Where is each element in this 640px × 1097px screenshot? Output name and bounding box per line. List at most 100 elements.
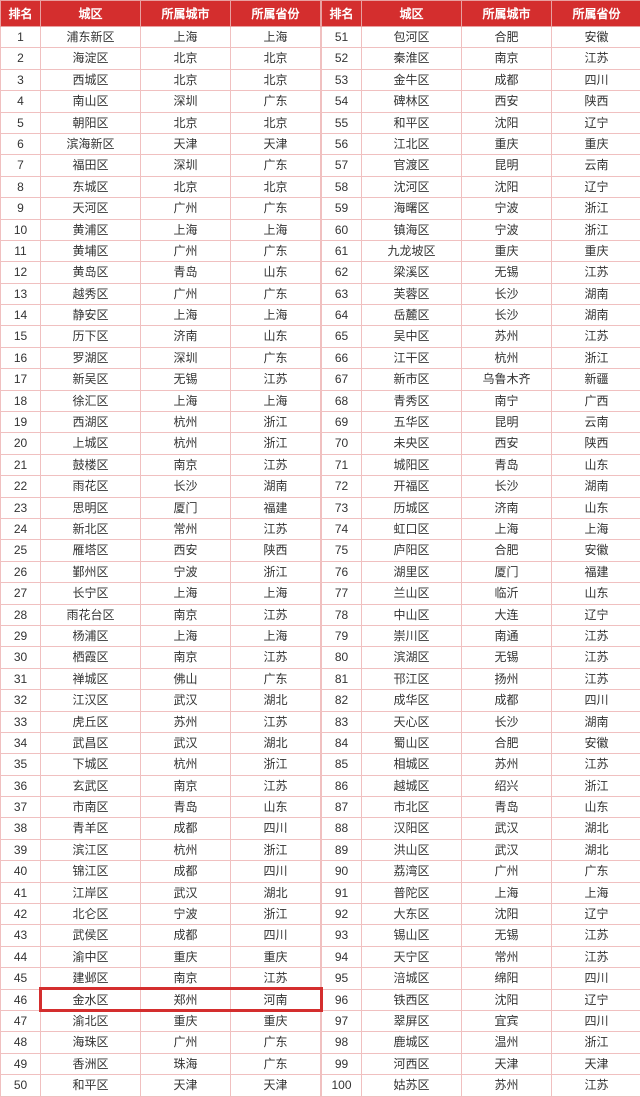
cell-rank: 100: [322, 1075, 362, 1096]
cell-rank: 27: [1, 583, 41, 604]
cell-rank: 87: [322, 797, 362, 818]
cell-district: 雨花台区: [41, 604, 141, 625]
cell-rank: 10: [1, 219, 41, 240]
cell-district: 涪城区: [362, 968, 462, 989]
table-row: 78中山区大连辽宁: [322, 604, 640, 625]
right-body: 51包河区合肥安徽52秦淮区南京江苏53金牛区成都四川54碑林区西安陕西55和平…: [322, 27, 640, 1097]
cell-province: 安徽: [552, 27, 640, 48]
cell-city: 无锡: [141, 369, 231, 390]
cell-city: 南京: [141, 604, 231, 625]
cell-city: 西安: [462, 433, 552, 454]
table-row: 48海珠区广州广东: [1, 1032, 321, 1053]
cell-province: 江苏: [552, 925, 640, 946]
cell-rank: 85: [322, 754, 362, 775]
cell-rank: 8: [1, 176, 41, 197]
table-row: 37市南区青岛山东: [1, 797, 321, 818]
cell-city: 长沙: [462, 476, 552, 497]
cell-district: 五华区: [362, 412, 462, 433]
header-city: 所属城市: [141, 1, 231, 27]
cell-city: 佛山: [141, 668, 231, 689]
cell-district: 市南区: [41, 797, 141, 818]
cell-city: 临沂: [462, 583, 552, 604]
cell-district: 成华区: [362, 690, 462, 711]
cell-district: 沈河区: [362, 176, 462, 197]
cell-district: 邗江区: [362, 668, 462, 689]
table-row: 75庐阳区合肥安徽: [322, 540, 640, 561]
cell-district: 渝中区: [41, 946, 141, 967]
cell-district: 金牛区: [362, 69, 462, 90]
cell-rank: 95: [322, 968, 362, 989]
cell-province: 江苏: [552, 1075, 640, 1096]
table-row: 71城阳区青岛山东: [322, 454, 640, 475]
cell-rank: 26: [1, 561, 41, 582]
cell-rank: 28: [1, 604, 41, 625]
cell-province: 江苏: [552, 946, 640, 967]
cell-district: 杨浦区: [41, 625, 141, 646]
cell-province: 湖南: [552, 476, 640, 497]
cell-city: 珠海: [141, 1053, 231, 1074]
cell-rank: 37: [1, 797, 41, 818]
cell-district: 江岸区: [41, 882, 141, 903]
cell-province: 江苏: [552, 625, 640, 646]
cell-province: 浙江: [552, 219, 640, 240]
cell-district: 黄浦区: [41, 219, 141, 240]
cell-district: 浦东新区: [41, 27, 141, 48]
cell-province: 福建: [552, 561, 640, 582]
cell-city: 长沙: [462, 305, 552, 326]
table-row: 20上城区杭州浙江: [1, 433, 321, 454]
cell-rank: 38: [1, 818, 41, 839]
cell-district: 岳麓区: [362, 305, 462, 326]
cell-district: 雨花区: [41, 476, 141, 497]
cell-district: 洪山区: [362, 839, 462, 860]
table-row: 66江干区杭州浙江: [322, 347, 640, 368]
table-row: 76湖里区厦门福建: [322, 561, 640, 582]
cell-district: 未央区: [362, 433, 462, 454]
table-row: 95涪城区绵阳四川: [322, 968, 640, 989]
table-row: 3西城区北京北京: [1, 69, 321, 90]
cell-district: 黄岛区: [41, 262, 141, 283]
cell-city: 常州: [462, 946, 552, 967]
cell-city: 广州: [141, 240, 231, 261]
cell-district: 秦淮区: [362, 48, 462, 69]
cell-city: 天津: [141, 133, 231, 154]
cell-rank: 61: [322, 240, 362, 261]
cell-rank: 89: [322, 839, 362, 860]
cell-district: 镇海区: [362, 219, 462, 240]
cell-rank: 75: [322, 540, 362, 561]
cell-city: 宁波: [462, 219, 552, 240]
table-row: 39滨江区杭州浙江: [1, 839, 321, 860]
table-wrapper: 排名 城区 所属城市 所属省份 1浦东新区上海上海2海淀区北京北京3西城区北京北…: [0, 0, 640, 1097]
cell-rank: 53: [322, 69, 362, 90]
cell-province: 广东: [231, 240, 321, 261]
cell-rank: 62: [322, 262, 362, 283]
cell-province: 安徽: [552, 540, 640, 561]
cell-rank: 16: [1, 347, 41, 368]
cell-province: 广东: [231, 155, 321, 176]
cell-province: 四川: [231, 818, 321, 839]
cell-rank: 86: [322, 775, 362, 796]
table-row: 92大东区沈阳辽宁: [322, 904, 640, 925]
cell-province: 上海: [231, 27, 321, 48]
cell-district: 湖里区: [362, 561, 462, 582]
cell-city: 合肥: [462, 732, 552, 753]
table-row: 2海淀区北京北京: [1, 48, 321, 69]
table-row: 83天心区长沙湖南: [322, 711, 640, 732]
cell-rank: 41: [1, 882, 41, 903]
cell-city: 武汉: [141, 690, 231, 711]
table-row: 84蜀山区合肥安徽: [322, 732, 640, 753]
cell-city: 杭州: [141, 433, 231, 454]
table-row: 61九龙坡区重庆重庆: [322, 240, 640, 261]
cell-province: 广东: [231, 347, 321, 368]
cell-district: 鄞州区: [41, 561, 141, 582]
cell-rank: 67: [322, 369, 362, 390]
cell-district: 庐阳区: [362, 540, 462, 561]
cell-province: 重庆: [552, 240, 640, 261]
cell-province: 山东: [552, 497, 640, 518]
cell-rank: 13: [1, 283, 41, 304]
table-row: 11黄埔区广州广东: [1, 240, 321, 261]
cell-city: 杭州: [141, 839, 231, 860]
cell-rank: 48: [1, 1032, 41, 1053]
cell-city: 北京: [141, 176, 231, 197]
cell-rank: 32: [1, 690, 41, 711]
cell-district: 和平区: [362, 112, 462, 133]
